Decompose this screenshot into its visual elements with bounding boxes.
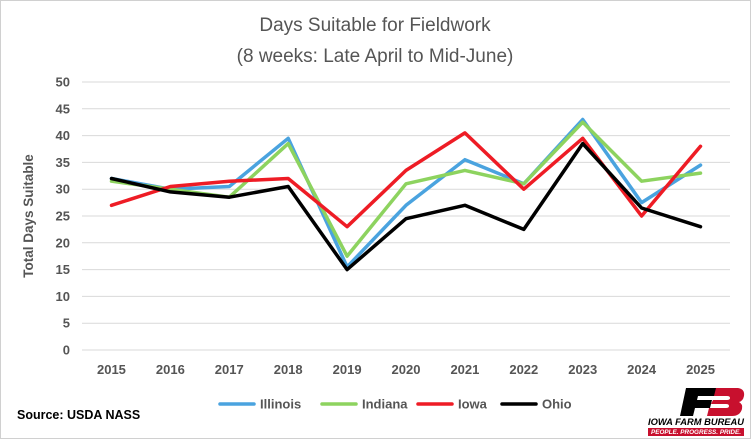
y-axis-ticks: 0 5 10 15 20 25 30 35 40 45 50 xyxy=(56,75,70,358)
x-tick-label: 2019 xyxy=(333,362,362,377)
x-tick-label: 2022 xyxy=(509,362,538,377)
gridlines xyxy=(82,81,730,351)
legend-label-ohio: Ohio xyxy=(542,397,572,412)
x-axis-ticks: 2015 2016 2017 2018 2019 2020 2021 2022 2023 2024… xyxy=(97,362,715,377)
legend-label-illinois: Illinois xyxy=(260,397,301,412)
legend: Illinois Indiana Iowa Ohio xyxy=(218,397,572,412)
series-line-illinois xyxy=(109,117,703,269)
x-tick-label: 2021 xyxy=(450,362,479,377)
legend-label-indiana: Indiana xyxy=(362,397,408,412)
x-tick-label: 2020 xyxy=(392,362,421,377)
y-tick-label: 20 xyxy=(56,235,70,250)
y-tick-label: 25 xyxy=(56,209,70,224)
chart-subtitle: (8 weeks: Late April to Mid-June) xyxy=(237,46,514,67)
series-lines xyxy=(109,117,703,272)
legend-label-iowa: Iowa xyxy=(458,397,488,412)
x-tick-label: 2025 xyxy=(686,362,715,377)
x-tick-label: 2015 xyxy=(97,362,126,377)
y-tick-label: 50 xyxy=(56,75,70,90)
y-tick-label: 35 xyxy=(56,155,70,170)
y-tick-label: 40 xyxy=(56,128,70,143)
x-tick-label: 2024 xyxy=(627,362,657,377)
logo-wordmark: IOWA FARM BUREAU xyxy=(648,417,745,427)
source-note: Source: USDA NASS xyxy=(17,408,140,422)
series-line-iowa xyxy=(109,131,703,229)
series-line-ohio xyxy=(109,141,703,272)
x-tick-label: 2016 xyxy=(156,362,185,377)
y-tick-label: 10 xyxy=(56,289,70,304)
chart-title: Days Suitable for Fieldwork xyxy=(259,15,491,36)
y-tick-label: 45 xyxy=(56,101,70,116)
iowa-farm-bureau-logo: IOWA FARM BUREAU PEOPLE. PROGRESS. PRIDE… xyxy=(648,388,745,436)
logo-tagline: PEOPLE. PROGRESS. PRIDE. xyxy=(651,429,741,436)
x-tick-label: 2018 xyxy=(274,362,303,377)
y-tick-label: 30 xyxy=(56,182,70,197)
y-tick-label: 0 xyxy=(63,343,70,358)
x-tick-label: 2017 xyxy=(215,362,244,377)
x-tick-label: 2023 xyxy=(568,362,597,377)
y-tick-label: 5 xyxy=(63,316,70,331)
y-axis-label: Total Days Suitable xyxy=(21,154,36,278)
y-tick-label: 15 xyxy=(56,262,70,277)
